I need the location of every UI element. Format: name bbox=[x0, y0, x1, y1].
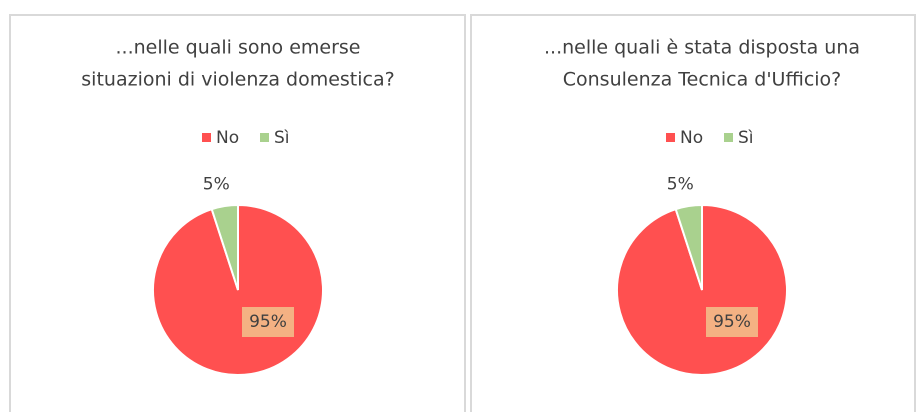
data-label-box bbox=[242, 307, 294, 337]
legend-swatch bbox=[202, 133, 211, 142]
legend-label: No bbox=[216, 128, 239, 148]
data-label: 5% bbox=[667, 174, 694, 194]
chart-title: ...nelle quali sono emerse bbox=[116, 37, 361, 59]
data-label: 95% bbox=[713, 312, 751, 332]
legend-label: Sì bbox=[738, 128, 754, 148]
data-label: 95% bbox=[249, 312, 287, 332]
legend-label: No bbox=[680, 128, 703, 148]
chart-title: situazioni di violenza domestica? bbox=[81, 69, 394, 91]
data-label: 5% bbox=[203, 174, 230, 194]
legend-label: Sì bbox=[274, 128, 290, 148]
data-label-box bbox=[706, 307, 758, 337]
legend-swatch bbox=[666, 133, 675, 142]
chart-title: ...nelle quali è stata disposta una bbox=[544, 37, 860, 59]
legend-swatch bbox=[260, 133, 269, 142]
pie-slice bbox=[674, 203, 703, 291]
chart-title: Consulenza Tecnica d'Ufficio? bbox=[563, 69, 842, 91]
legend-swatch bbox=[724, 133, 733, 142]
pie-slice bbox=[210, 203, 239, 291]
